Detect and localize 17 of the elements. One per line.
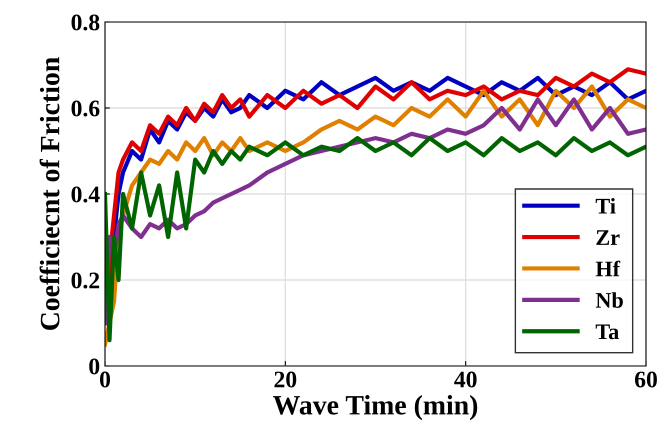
x-tick-label: 20	[274, 372, 296, 388]
legend-label: Hf	[596, 260, 620, 276]
x-tick-label: 60	[635, 372, 657, 388]
y-tick-label: 0.4	[72, 186, 100, 203]
legend-label: Nb	[596, 292, 623, 308]
x-axis-title: Wave Time (min)	[273, 395, 478, 420]
y-tick-label: 0	[89, 358, 100, 374]
legend-label: Ta	[596, 324, 619, 340]
y-axis-title: Coefficiecnt of Friction	[40, 57, 60, 330]
line-series	[105, 136, 646, 342]
y-tick-label: 0.6	[72, 100, 100, 117]
legend-label: Ti	[596, 198, 616, 214]
legend-label: Zr	[596, 230, 620, 245]
y-tick-label: 0.8	[72, 14, 100, 31]
x-tick-label: 40	[454, 372, 477, 388]
y-tick-label: 0.2	[72, 272, 100, 289]
x-tick-label: 0	[100, 372, 110, 388]
